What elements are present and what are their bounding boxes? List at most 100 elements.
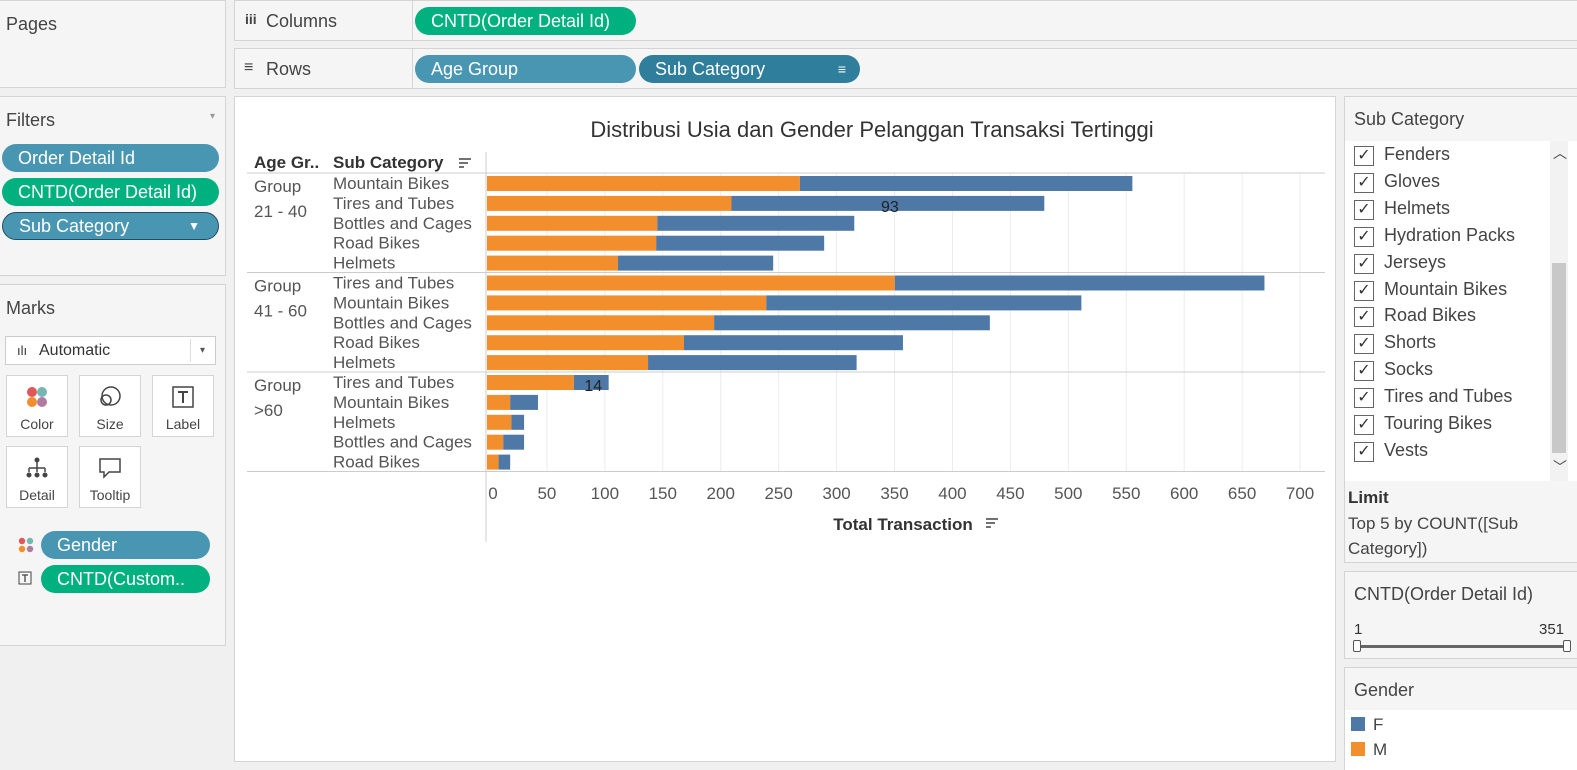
group-label[interactable]: >60	[254, 401, 283, 420]
bar-m[interactable]	[487, 315, 715, 331]
bar-f[interactable]	[573, 375, 609, 390]
bar-m[interactable]	[487, 375, 574, 390]
filter-item-mountain-bikes[interactable]: ✓ Mountain Bikes	[1354, 279, 1544, 306]
legend-item-f[interactable]: F	[1351, 715, 1451, 737]
filter-item-road-bikes[interactable]: ✓ Road Bikes	[1354, 305, 1544, 332]
sort-icon[interactable]	[459, 158, 471, 168]
rows-pill-age-group[interactable]: Age Group	[415, 55, 636, 83]
bar-m[interactable]	[487, 394, 511, 410]
legend-item-m[interactable]: M	[1351, 740, 1451, 762]
rows-pill-sub-category[interactable]: Sub Category ≡	[639, 55, 860, 83]
group-label[interactable]: Group	[254, 277, 301, 296]
category-label[interactable]: Mountain Bikes	[333, 393, 449, 412]
category-label[interactable]: Road Bikes	[333, 234, 420, 253]
bar-f[interactable]	[766, 295, 1082, 311]
scroll-up-icon[interactable]: ︿	[1553, 145, 1567, 161]
bar-f[interactable]	[511, 414, 525, 430]
bar-f[interactable]	[503, 434, 525, 450]
bar-m[interactable]	[487, 215, 658, 231]
filter-item-hydration-packs[interactable]: ✓ Hydration Packs	[1354, 225, 1544, 252]
marks-pill-cntd-customer[interactable]: CNTD(Custom..	[41, 565, 210, 593]
mark-type-select[interactable]: ılı Automatic ▾	[5, 336, 216, 365]
category-label[interactable]: Helmets	[333, 254, 395, 273]
category-label[interactable]: Bottles and Cages	[333, 214, 472, 233]
filter-pill-order-detail-id[interactable]: Order Detail Id	[2, 144, 219, 172]
category-label[interactable]: Tires and Tubes	[333, 194, 454, 213]
scroll-thumb[interactable]	[1552, 263, 1566, 453]
dropdown-arrow-icon[interactable]: ▼	[188, 219, 200, 233]
bar-f[interactable]	[498, 454, 511, 470]
header-age-group[interactable]: Age Gr..	[254, 153, 319, 172]
group-label[interactable]: 21 - 40	[254, 202, 307, 221]
category-label[interactable]: Road Bikes	[333, 333, 420, 352]
bar-m[interactable]	[487, 295, 767, 311]
checkbox[interactable]: ✓	[1354, 361, 1374, 382]
group-label[interactable]: Group	[254, 376, 301, 395]
filter-item-helmets[interactable]: ✓ Helmets	[1354, 198, 1544, 225]
size-button[interactable]: Size	[79, 375, 141, 437]
bar-m[interactable]	[487, 335, 684, 351]
category-label[interactable]: Helmets	[333, 353, 395, 372]
filter-item-shorts[interactable]: ✓ Shorts	[1354, 332, 1544, 359]
filter-item-touring-bikes[interactable]: ✓ Touring Bikes	[1354, 413, 1544, 440]
range-slider-track[interactable]	[1357, 645, 1567, 648]
bar-m[interactable]	[487, 454, 499, 470]
filter-item-socks[interactable]: ✓ Socks	[1354, 359, 1544, 386]
checkbox[interactable]: ✓	[1354, 415, 1374, 435]
filter-pill-sub-category[interactable]: Sub Category ▼	[2, 212, 219, 240]
bar-f[interactable]	[617, 255, 774, 271]
bar-m[interactable]	[487, 235, 657, 251]
bar-m[interactable]	[487, 414, 512, 430]
bar-f[interactable]	[648, 355, 857, 371]
range-slider-min-handle[interactable]	[1353, 640, 1361, 652]
scroll-down-icon[interactable]: ﹀	[1553, 459, 1567, 475]
bar-f[interactable]	[714, 315, 990, 331]
bar-f[interactable]	[799, 176, 1133, 191]
checkbox[interactable]: ✓	[1354, 253, 1374, 274]
bar-f[interactable]	[731, 195, 1045, 211]
checkbox[interactable]: ✓	[1354, 172, 1374, 193]
category-label[interactable]: Tires and Tubes	[333, 373, 454, 392]
bar-f[interactable]	[510, 394, 538, 410]
sort-icon[interactable]	[986, 518, 998, 528]
filter-item-tires-and-tubes[interactable]: ✓ Tires and Tubes	[1354, 386, 1544, 413]
label-button[interactable]: Label	[152, 375, 214, 437]
checkbox[interactable]: ✓	[1354, 334, 1374, 355]
bar-m[interactable]	[487, 275, 895, 291]
checkbox[interactable]: ✓	[1354, 388, 1374, 409]
category-label[interactable]: Bottles and Cages	[333, 313, 472, 332]
bar-f[interactable]	[657, 215, 855, 231]
category-label[interactable]: Helmets	[333, 413, 395, 432]
checkbox[interactable]: ✓	[1354, 199, 1374, 220]
filter-item-vests[interactable]: ✓ Vests	[1354, 440, 1544, 467]
category-label[interactable]: Bottles and Cages	[333, 433, 472, 452]
color-button[interactable]: Color	[6, 375, 68, 437]
checkbox[interactable]: ✓	[1354, 280, 1374, 301]
checkbox[interactable]: ✓	[1354, 307, 1374, 328]
checkbox[interactable]: ✓	[1354, 226, 1374, 247]
bar-m[interactable]	[487, 195, 732, 211]
checkbox[interactable]: ✓	[1354, 146, 1374, 166]
marks-pill-gender[interactable]: Gender	[41, 531, 210, 559]
filter-item-jerseys[interactable]: ✓ Jerseys	[1354, 252, 1544, 279]
filter-item-gloves[interactable]: ✓ Gloves	[1354, 171, 1544, 198]
scrollbar[interactable]: ︿ ﹀	[1550, 141, 1568, 481]
bar-f[interactable]	[894, 275, 1265, 291]
bar-m[interactable]	[487, 355, 649, 371]
tooltip-button[interactable]: Tooltip	[79, 446, 141, 508]
bar-f[interactable]	[683, 335, 903, 351]
category-label[interactable]: Mountain Bikes	[333, 293, 449, 312]
category-label[interactable]: Tires and Tubes	[333, 274, 454, 293]
columns-pill-cntd[interactable]: CNTD(Order Detail Id)	[415, 7, 636, 35]
category-label[interactable]: Mountain Bikes	[333, 174, 449, 193]
detail-button[interactable]: Detail	[6, 446, 68, 508]
bar-m[interactable]	[487, 255, 618, 271]
group-label[interactable]: Group	[254, 177, 301, 196]
bar-m[interactable]	[487, 176, 800, 191]
group-label[interactable]: 41 - 60	[254, 302, 307, 321]
checkbox[interactable]: ✓	[1354, 441, 1374, 462]
filters-menu-icon[interactable]: ▾	[209, 111, 215, 122]
header-sub-category[interactable]: Sub Category	[333, 153, 444, 172]
filter-pill-cntd[interactable]: CNTD(Order Detail Id)	[2, 178, 219, 206]
range-slider-max-handle[interactable]	[1563, 640, 1571, 652]
